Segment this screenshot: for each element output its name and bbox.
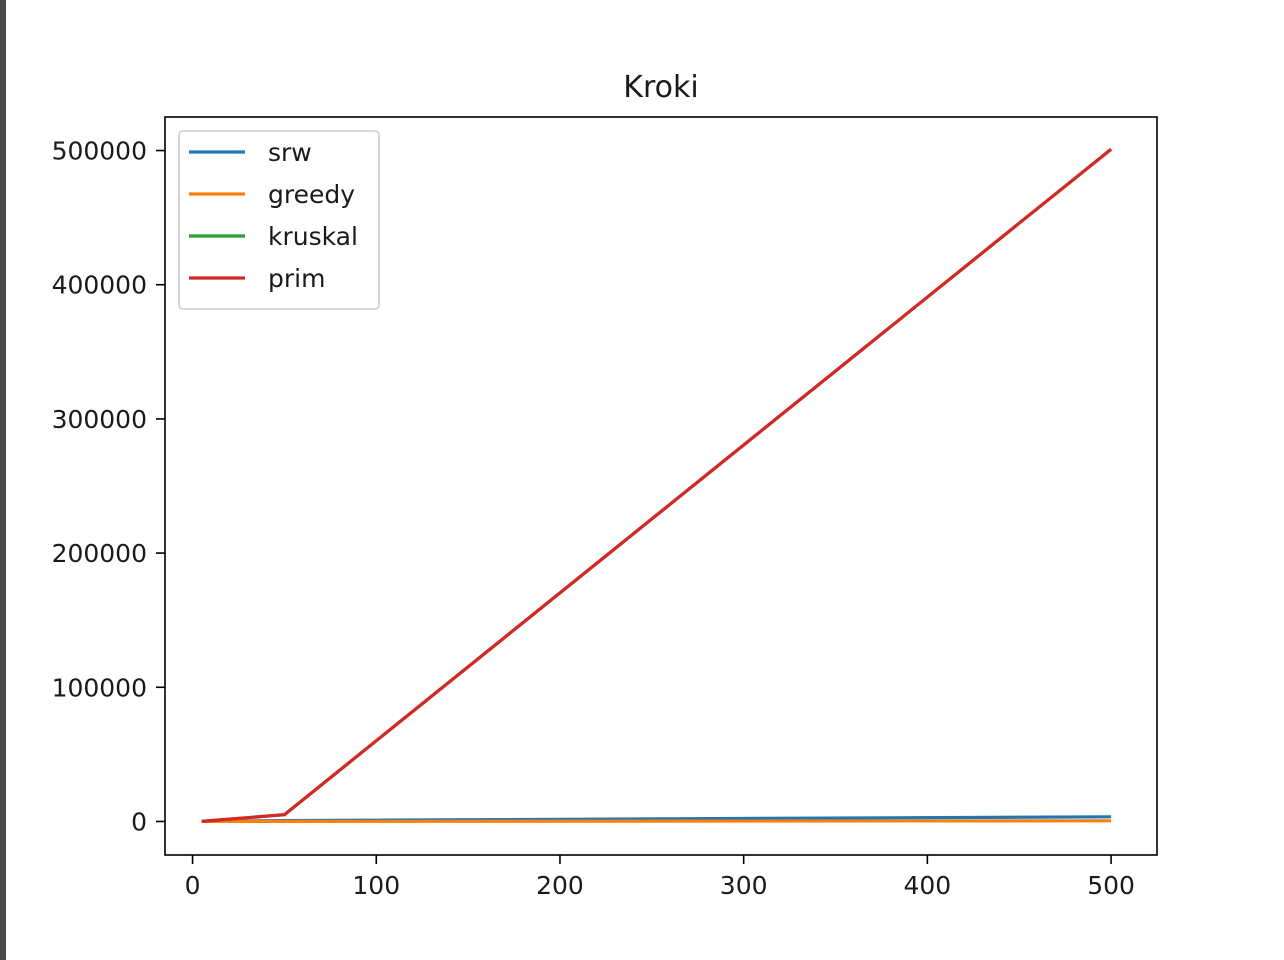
legend-label-kruskal: kruskal [268, 222, 358, 251]
series-line-greedy [201, 819, 1112, 824]
y-tick-label: 0 [131, 807, 147, 836]
x-tick-label: 500 [1087, 871, 1135, 900]
x-tick-label: 100 [352, 871, 400, 900]
series-line-prim [201, 147, 1113, 823]
x-tick-label: 200 [536, 871, 584, 900]
plot-frame [164, 116, 1158, 856]
legend-box [178, 130, 380, 310]
window-edge [0, 0, 6, 960]
legend: srw greedy kruskal prim [178, 130, 380, 310]
y-tick-label: 100000 [52, 673, 147, 702]
legend-label-greedy: greedy [268, 180, 355, 209]
y-tick-label: 200000 [52, 539, 147, 568]
x-tick-label: 400 [904, 871, 952, 900]
y-axis: 0 100000 200000 300000 400000 500000 [52, 137, 165, 836]
y-tick-label: 400000 [52, 271, 147, 300]
chart-title: Kroki [623, 70, 698, 105]
series-layer [201, 147, 1113, 824]
y-tick-label: 500000 [52, 137, 147, 166]
y-tick-label: 300000 [52, 405, 147, 434]
legend-label-srw: srw [268, 138, 312, 167]
legend-label-prim: prim [268, 264, 325, 293]
x-axis: 0 100 200 300 400 500 [185, 855, 1135, 900]
x-tick-label: 300 [720, 871, 768, 900]
x-tick-label: 0 [185, 871, 201, 900]
